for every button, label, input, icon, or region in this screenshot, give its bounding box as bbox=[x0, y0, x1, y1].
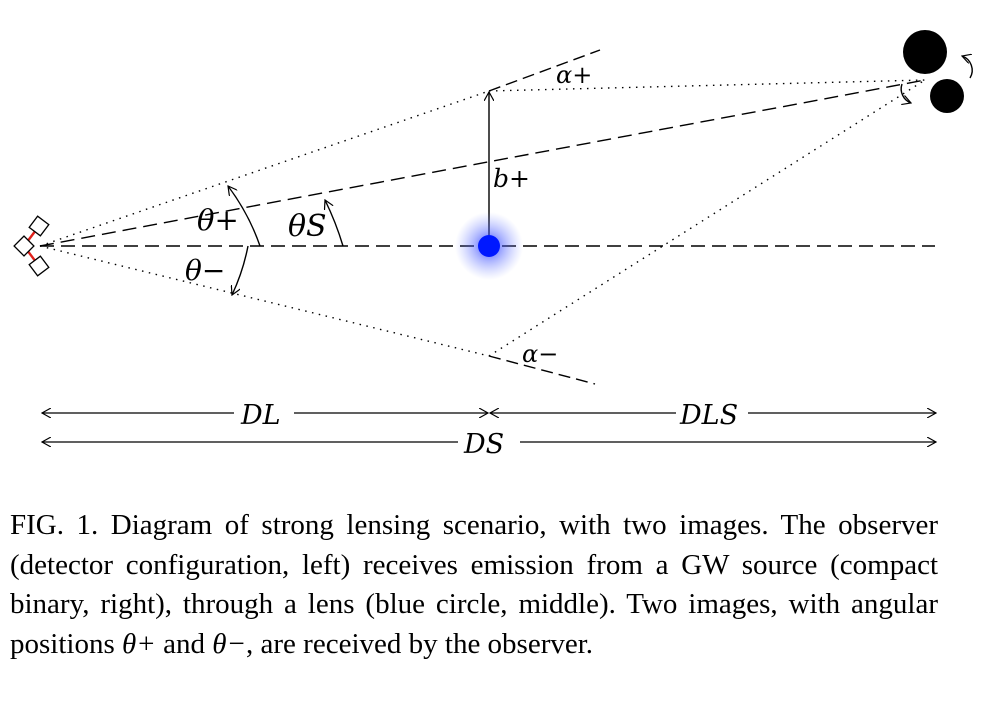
theta-plus-arc bbox=[228, 186, 261, 247]
caption-theta-plus: θ+ bbox=[122, 627, 156, 660]
label-distance-ds: DS bbox=[463, 429, 504, 460]
theta-minus-arc bbox=[232, 245, 249, 295]
orbit-arrow-bottom bbox=[900, 83, 911, 103]
upper-ray-extension bbox=[488, 49, 601, 92]
label-theta-s: θS bbox=[288, 209, 327, 244]
lower-image-ray-observer bbox=[39, 245, 490, 357]
figure-caption: FIG. 1. Diagram of strong lensing scenar… bbox=[10, 506, 938, 664]
caption-text-intro: Diagram of strong lensing scenario, with… bbox=[10, 509, 938, 660]
label-alpha-minus: α− bbox=[522, 340, 558, 368]
caption-text-end: , are received by the observer. bbox=[246, 627, 594, 660]
detector-mirror-lower bbox=[28, 255, 50, 277]
caption-theta-minus: θ− bbox=[212, 627, 247, 660]
binary-primary bbox=[903, 30, 947, 74]
detector-mirror-upper bbox=[28, 215, 50, 237]
upper-image-ray-observer bbox=[39, 90, 490, 247]
detector-icon bbox=[13, 215, 50, 277]
label-b-plus: b+ bbox=[493, 164, 530, 193]
label-distance-dl: DL bbox=[240, 400, 281, 431]
orbit-arrow-top bbox=[962, 56, 973, 79]
upper-image-ray-source bbox=[488, 79, 926, 92]
caption-text-and: and bbox=[155, 627, 213, 660]
label-theta-plus: θ+ bbox=[197, 203, 239, 237]
caption-figure-label: FIG. 1. bbox=[10, 509, 99, 541]
detector-mirror-vertex bbox=[13, 235, 35, 257]
binary-secondary bbox=[930, 79, 964, 113]
compact-binary-icon bbox=[903, 30, 964, 113]
label-distance-dls: DLS bbox=[679, 400, 738, 431]
lower-ray-extension bbox=[488, 355, 596, 385]
source-direction-line bbox=[39, 79, 926, 247]
lensing-diagram: α+ α− b+ θ+ θ− θS DL DLS DS bbox=[13, 30, 973, 460]
theta-s-arc bbox=[325, 200, 344, 247]
label-alpha-plus: α+ bbox=[556, 61, 592, 89]
label-theta-minus: θ− bbox=[185, 254, 225, 287]
lens-circle bbox=[478, 235, 500, 257]
